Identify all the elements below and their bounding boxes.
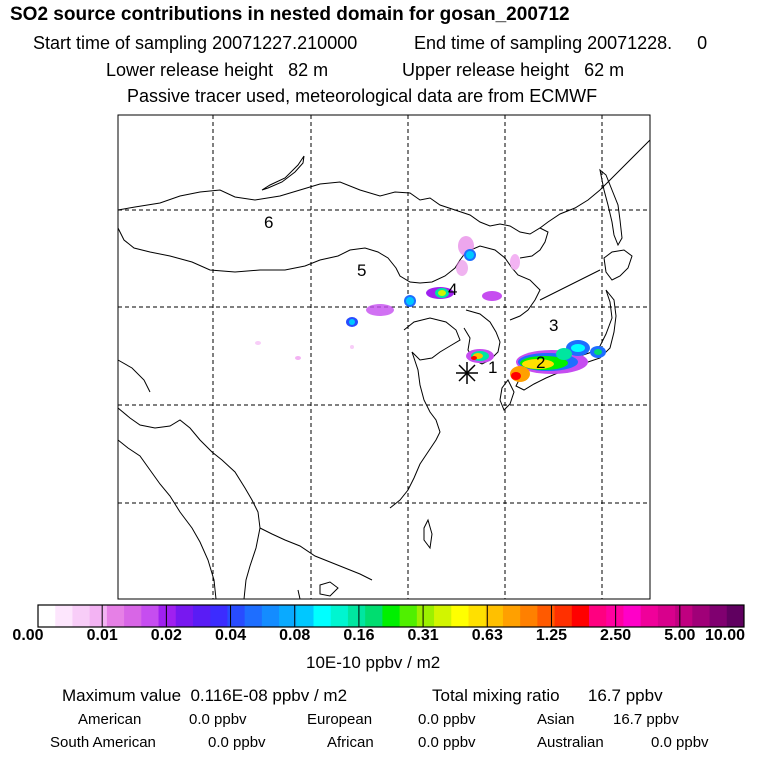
coastlines-borders <box>117 139 651 600</box>
asian-label: Asian <box>537 711 575 728</box>
colorbar-cell <box>606 605 624 627</box>
colorbar-tick-label: 0.63 <box>471 627 503 644</box>
colorbar-tick-label: 0.04 <box>214 627 247 644</box>
receptor-star-icon <box>456 362 478 384</box>
colorbar-cell <box>279 605 297 627</box>
region-label-6: 6 <box>264 213 273 232</box>
colorbar-cell <box>589 605 607 627</box>
lower-release-height: Lower release height 82 m <box>106 60 329 80</box>
colorbar-cell <box>38 605 56 627</box>
colorbar-tick-label: 1.25 <box>535 627 568 644</box>
colorbar-units: 10E-10 ppbv / m2 <box>306 653 441 672</box>
colorbar-cell <box>502 605 521 627</box>
american-value: 0.0 ppbv <box>189 711 247 728</box>
colorbar-cell <box>210 605 228 627</box>
colorbar-cell <box>330 605 349 627</box>
colorbar-tick-label: 0.31 <box>407 627 439 644</box>
colorbar-cell <box>313 605 332 627</box>
page-title: SO2 source contributions in nested domai… <box>10 4 570 25</box>
colorbar-tick-label: 0.08 <box>279 627 311 644</box>
colorbar-cell <box>175 605 194 627</box>
colorbar-cell <box>485 605 504 627</box>
colorbar-cell <box>106 605 125 627</box>
upper-release-height: Upper release height 62 m <box>402 60 625 80</box>
colorbar-cell <box>399 605 418 627</box>
european-value: 0.0 ppbv <box>418 711 476 728</box>
asian-value: 16.7 ppbv <box>613 711 679 728</box>
colorbar-tick-label: 10.00 <box>704 627 746 644</box>
colorbar-cell <box>72 605 91 627</box>
colorbar-tick-label: 5.00 <box>664 627 696 644</box>
colorbar-cell <box>382 605 401 627</box>
region-label-1: 1 <box>488 358 497 377</box>
australian-label: Australian <box>537 734 604 751</box>
region-label-5: 5 <box>357 261 366 280</box>
colorbar-cell <box>192 605 211 627</box>
colorbar-cell <box>124 605 142 627</box>
colorbar-tick-label: 0.01 <box>86 627 118 644</box>
colorbar-cell <box>692 605 711 627</box>
colorbar-cell <box>468 605 487 627</box>
region-label-4: 4 <box>448 280 457 299</box>
colorbar-cell <box>296 605 315 627</box>
colorbar-cell <box>554 605 573 627</box>
colorbar-cell <box>55 605 73 627</box>
colorbar-cell <box>244 605 263 627</box>
max-value: Maximum value 0.116E-08 ppbv / m2 <box>62 686 348 705</box>
colorbar-cell <box>640 605 659 627</box>
colorbar-cell <box>571 605 590 627</box>
australian-value: 0.0 ppbv <box>651 734 709 751</box>
european-label: European <box>307 711 373 728</box>
south-american-label: South American <box>50 734 156 751</box>
colorbar-cell <box>347 605 366 627</box>
colorbar-cell <box>520 605 538 627</box>
total-mixing-ratio: Total mixing ratio 16.7 ppbv <box>432 686 663 705</box>
colorbar-cell <box>416 605 435 627</box>
colorbar-cell <box>675 605 693 627</box>
african-label: African <box>327 734 374 751</box>
colorbar-cell <box>227 605 246 627</box>
colorbar-cell <box>261 605 280 627</box>
tracer-note: Passive tracer used, meteorological data… <box>127 86 598 106</box>
south-american-value: 0.0 ppbv <box>208 734 266 751</box>
region-label-3: 3 <box>549 316 558 335</box>
colorbar-tick-label: 0.02 <box>150 627 182 644</box>
colorbar-tick-label: 0.16 <box>343 627 375 644</box>
colorbar-tick-label: 2.50 <box>600 627 632 644</box>
colorbar-cell <box>158 605 177 627</box>
colorbar-cell <box>726 605 745 627</box>
colorbar-cell <box>451 605 469 627</box>
colorbar-cell <box>623 605 642 627</box>
start-time: Start time of sampling 20071227.210000 <box>33 33 358 53</box>
american-label: American <box>78 711 142 728</box>
region-label-2: 2 <box>536 353 545 372</box>
colorbar-cell <box>709 605 728 627</box>
colorbar-cell <box>537 605 556 627</box>
african-value: 0.0 ppbv <box>418 734 476 751</box>
colorbar-cell <box>365 605 383 627</box>
colorbar-tick-label: 0.00 <box>12 627 44 644</box>
end-time: End time of sampling 20071228. 0 <box>414 33 708 53</box>
colorbar-cell <box>89 605 108 627</box>
colorbar-cell <box>434 605 452 627</box>
colorbar-cell <box>657 605 676 627</box>
colorbar-cell <box>141 605 160 627</box>
concentration-plumes <box>255 236 606 382</box>
